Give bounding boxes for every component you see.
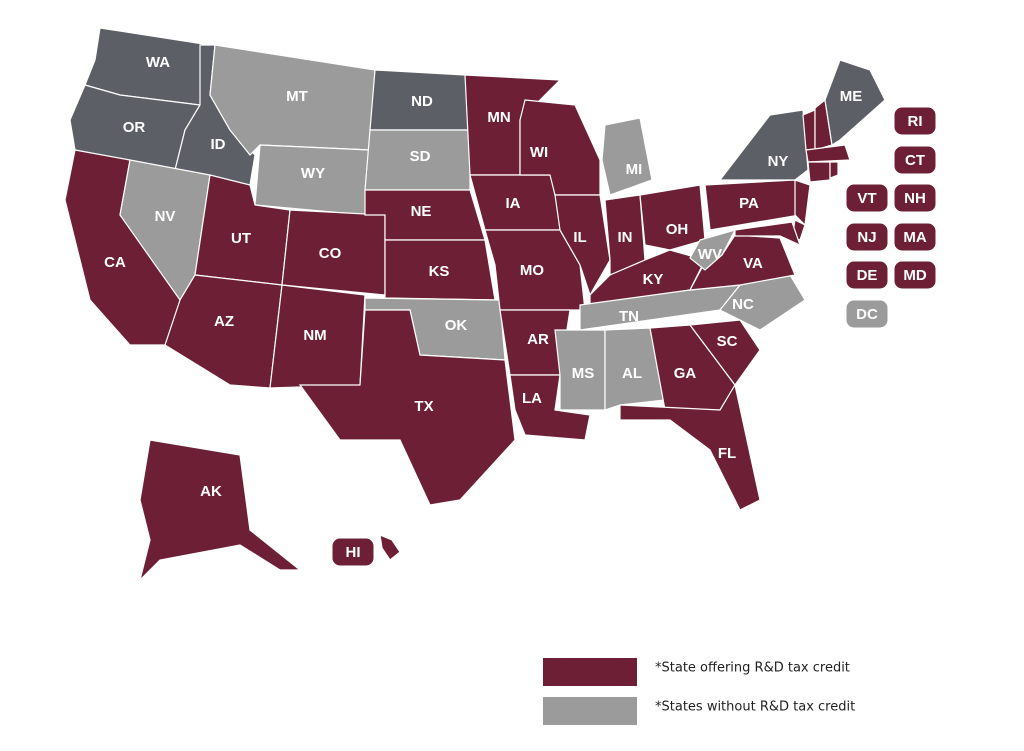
state-shape	[688, 319, 761, 387]
state-label: AZ	[214, 313, 234, 330]
state-shape	[298, 309, 516, 506]
state-label: ME	[840, 88, 863, 105]
state-badge	[893, 106, 937, 136]
state-shape	[509, 374, 591, 441]
state-shape	[689, 229, 737, 271]
state-label: IL	[573, 229, 586, 246]
state-label: AL	[622, 365, 642, 382]
state-label: MA	[903, 229, 926, 246]
state-label: HI	[346, 544, 361, 561]
state-label: DE	[857, 267, 878, 284]
state-shape	[604, 327, 666, 411]
legend-label: *States without R&D tax credit	[655, 700, 855, 715]
legend-swatch	[543, 658, 637, 686]
state-label: TX	[414, 398, 433, 415]
state-label: WI	[530, 144, 548, 161]
state-shape	[734, 221, 802, 247]
legend-label: *State offering R&D tax credit	[655, 661, 850, 676]
state-label: OK	[445, 317, 468, 334]
state-badge	[331, 537, 375, 567]
state-shape	[601, 117, 653, 196]
state-badge	[893, 183, 937, 213]
state-label: WA	[146, 54, 170, 71]
legend: *State offering R&D tax credit *States wi…	[543, 658, 855, 725]
state-shape	[794, 179, 811, 227]
state-label: LA	[522, 390, 542, 407]
state-label: CO	[319, 245, 342, 262]
state-label: NH	[904, 190, 926, 207]
state-label: MN	[487, 109, 510, 126]
state-label: KY	[643, 271, 664, 288]
state-label: MT	[286, 88, 308, 105]
state-label: NE	[411, 203, 432, 220]
state-label: MS	[572, 365, 595, 382]
state-label: VA	[743, 255, 763, 272]
state-label: GA	[674, 365, 697, 382]
state-labels: WA OR CA ID NV MT WY UT AZ CO NM ND SD NE KS OK TX MN IA MO…	[104, 54, 937, 567]
state-label: DC	[856, 306, 878, 323]
state-label: FL	[718, 445, 736, 462]
state-shape	[807, 161, 831, 183]
state-label: NM	[303, 327, 326, 344]
state-shape	[829, 161, 839, 179]
state-label: CT	[905, 152, 925, 169]
state-label: TN	[619, 308, 639, 325]
state-shape	[619, 383, 761, 511]
state-label: KS	[429, 263, 450, 280]
state-label: WY	[301, 165, 325, 182]
state-badge	[845, 183, 889, 213]
state-label: SD	[410, 148, 431, 165]
state-badge	[893, 145, 937, 175]
state-badge	[845, 222, 889, 252]
state-label: NY	[768, 153, 789, 170]
state-shape	[718, 109, 809, 181]
state-label: OR	[123, 119, 146, 136]
state-label: PA	[739, 195, 759, 212]
state-label: IN	[618, 229, 633, 246]
state-label: IA	[506, 195, 521, 212]
state-label: CA	[104, 254, 126, 271]
state-label: MO	[520, 262, 544, 279]
state-label: NJ	[857, 229, 876, 246]
state-label: UT	[231, 230, 251, 247]
state-label: AK	[200, 483, 222, 500]
state-label: SC	[717, 333, 738, 350]
state-badge	[845, 260, 889, 290]
state-shape	[824, 59, 886, 146]
state-badge	[893, 260, 937, 290]
state-label: OH	[666, 221, 689, 238]
state-label: MD	[903, 267, 926, 284]
state-label: NV	[155, 208, 176, 225]
state-label: ND	[411, 93, 433, 110]
state-label: RI	[908, 113, 923, 130]
state-shapes	[64, 27, 886, 582]
state-badge	[893, 222, 937, 252]
state-shape	[639, 184, 706, 251]
state-shape	[138, 439, 302, 582]
state-label: MI	[626, 161, 643, 178]
state-shape	[554, 329, 606, 411]
legend-swatch	[543, 697, 637, 725]
state-shape	[379, 534, 401, 561]
state-shape	[805, 144, 851, 163]
state-badge	[845, 299, 889, 329]
state-label: VT	[857, 190, 876, 207]
state-label: ID	[211, 136, 226, 153]
state-label: NC	[732, 296, 754, 313]
state-label: AR	[527, 331, 549, 348]
state-label: WV	[698, 246, 722, 263]
